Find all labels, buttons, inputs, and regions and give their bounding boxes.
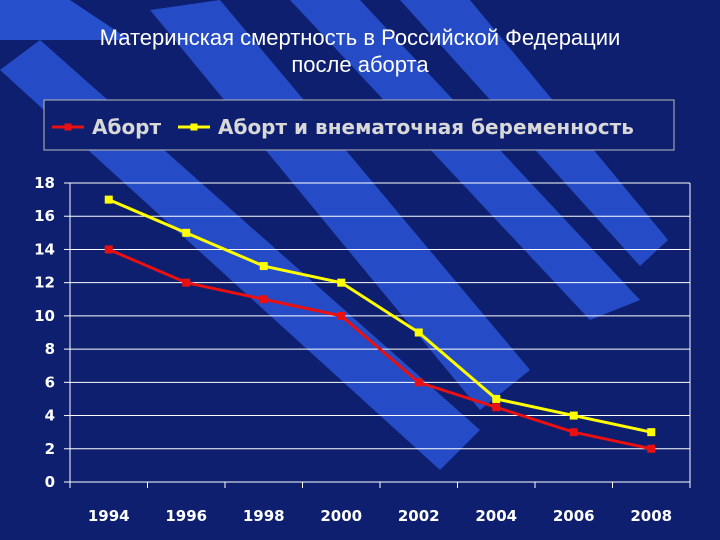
y-tick-label: 8 — [45, 340, 55, 358]
legend-box — [43, 99, 675, 151]
y-tick-label: 16 — [34, 207, 55, 225]
x-tick-label: 1994 — [88, 507, 130, 525]
series-group — [104, 195, 656, 453]
y-tick-label: 18 — [34, 174, 55, 192]
x-tick-label: 2008 — [630, 507, 672, 525]
y-tick-label: 10 — [34, 307, 55, 325]
series-abort — [104, 245, 656, 453]
data-point — [492, 394, 501, 403]
chart-title: Материнская смертность в Российской Феде… — [0, 24, 720, 78]
x-axis-ticks: 1994 1996 1998 2000 2002 2004 2006 2008 — [69, 482, 691, 525]
data-point — [569, 428, 578, 437]
legend-label-abort-ectopic: Аборт и внематочная беременность — [218, 115, 634, 139]
decor-stripe — [0, 0, 130, 40]
data-point — [414, 328, 423, 337]
legend-label-abort: Аборт — [92, 115, 162, 139]
x-tick-label: 1998 — [243, 507, 285, 525]
x-tick-label: 2006 — [553, 507, 595, 525]
legend: Аборт Аборт и внематочная беременность — [43, 99, 675, 151]
data-point — [492, 403, 501, 412]
chart-title-line2: после аборта — [291, 52, 429, 77]
data-point — [182, 278, 191, 287]
decor-stripe — [290, 0, 640, 320]
y-tick-label: 14 — [34, 240, 55, 258]
series-line — [108, 248, 652, 451]
x-tick-label: 1996 — [165, 507, 207, 525]
y-tick-label: 0 — [45, 473, 55, 491]
data-point — [259, 295, 268, 304]
y-tick-label: 6 — [45, 373, 55, 391]
data-point — [182, 228, 191, 237]
data-point — [337, 278, 346, 287]
data-point — [647, 428, 656, 437]
data-point — [259, 262, 268, 271]
data-point — [337, 311, 346, 320]
grid-lines — [70, 182, 690, 450]
legend-marker-abort — [64, 123, 72, 131]
data-point — [104, 195, 113, 204]
data-point — [414, 378, 423, 387]
data-point — [647, 444, 656, 453]
x-tick-label: 2000 — [320, 507, 362, 525]
x-tick-label: 2004 — [475, 507, 517, 525]
chart-title-line1: Материнская смертность в Российской Феде… — [99, 25, 621, 50]
series-line — [108, 198, 652, 434]
y-tick-label: 4 — [45, 407, 55, 425]
x-tick-label: 2002 — [398, 507, 440, 525]
data-point — [104, 245, 113, 254]
legend-marker-abort-ectopic — [190, 123, 198, 131]
y-tick-label: 12 — [34, 274, 55, 292]
y-tick-label: 2 — [45, 440, 55, 458]
data-point — [569, 411, 578, 420]
y-axis-ticks: 0 2 4 6 8 10 12 14 16 18 — [34, 174, 70, 491]
series-abort-ectopic — [104, 195, 656, 437]
